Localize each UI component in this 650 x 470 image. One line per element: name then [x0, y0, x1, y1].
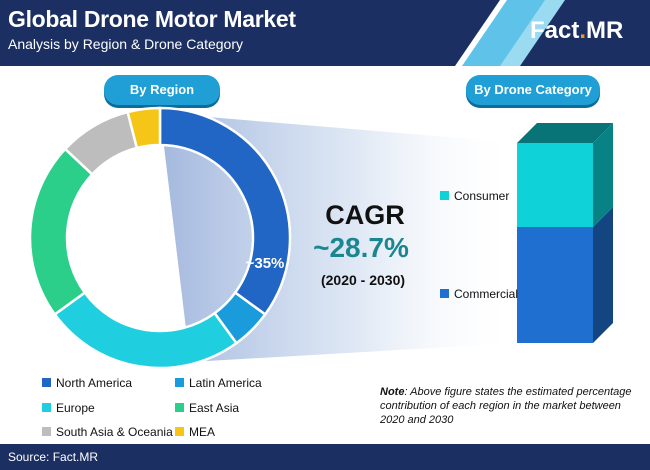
header-navy-band [0, 0, 500, 66]
bar-side-consumer [593, 123, 613, 227]
legend-label-south-asia-oceania: South Asia & Oceania [56, 425, 173, 439]
legend-europe: Europe [42, 401, 95, 415]
legend-label-north-america: North America [56, 376, 133, 390]
legend-swatch-latin-america [175, 378, 184, 388]
category-section-label: By Drone Category [466, 75, 600, 105]
footnote: Note: Above figure states the estimated … [380, 385, 640, 427]
legend-label-commercial: Commercial [454, 287, 519, 301]
bar-segment-commercial [517, 227, 593, 343]
brand-dot: . [579, 17, 587, 44]
region-section-label: By Region [104, 75, 220, 105]
legend-east-asia: East Asia [175, 401, 239, 415]
bar-top-consumer [517, 123, 613, 143]
brand-main: Fact [530, 17, 580, 44]
legend-commercial: Commercial [440, 287, 518, 301]
cagr-value: ~28.7% [313, 232, 409, 263]
legend-swatch-north-america [42, 378, 51, 388]
legend-swatch-east-asia [175, 403, 184, 413]
legend-label-east-asia: East Asia [189, 401, 240, 415]
north-america-data-label: ~35% [246, 255, 285, 272]
brand-logo: Fact.MR [530, 17, 623, 45]
header-stripe-1 [462, 0, 550, 66]
legend-label-consumer: Consumer [454, 189, 510, 203]
legend-label-latin-america: Latin America [189, 376, 262, 390]
source-text: Source: Fact.MR [8, 450, 99, 464]
bar-side-commercial [593, 207, 613, 343]
header-banner [0, 0, 650, 66]
brand-suffix: MR [586, 17, 624, 44]
legend-latin-america: Latin America [175, 376, 262, 390]
cagr-period: (2020 - 2030) [320, 272, 406, 288]
legend-north-america: North America [42, 376, 132, 390]
legend-label-europe: Europe [56, 401, 95, 415]
footnote-label: Note [380, 386, 405, 398]
legend-swatch-europe [42, 403, 51, 413]
legend-mea: MEA [175, 425, 215, 439]
source-bar: Source: Fact.MR [0, 444, 650, 470]
footnote-text: : Above figure states the estimated perc… [380, 386, 632, 426]
legend-label-mea: MEA [189, 425, 216, 439]
legend-consumer: Consumer [440, 189, 509, 203]
legend-swatch-south-asia-oceania [42, 427, 51, 437]
donut-slice-north-america [158, 106, 292, 317]
donut-slice-mea [126, 106, 162, 150]
donut-slice-east-asia [28, 147, 94, 317]
legend-south-asia-oceania: South Asia & Oceania [42, 425, 173, 439]
region-donut [28, 106, 292, 370]
legend-swatch-consumer [440, 191, 449, 201]
header-stripe-3 [520, 0, 650, 66]
page-subtitle: Analysis by Region & Drone Category [8, 36, 244, 52]
category-stacked-bar [517, 123, 613, 343]
bar-segment-consumer [517, 143, 593, 227]
page-title: Global Drone Motor Market [8, 6, 296, 32]
cagr-title: CAGR [325, 200, 405, 230]
legend-swatch-commercial [440, 289, 449, 299]
legend-swatch-mea [175, 427, 184, 437]
